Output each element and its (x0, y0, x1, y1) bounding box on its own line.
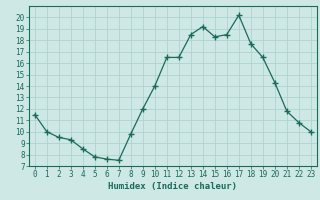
X-axis label: Humidex (Indice chaleur): Humidex (Indice chaleur) (108, 182, 237, 191)
